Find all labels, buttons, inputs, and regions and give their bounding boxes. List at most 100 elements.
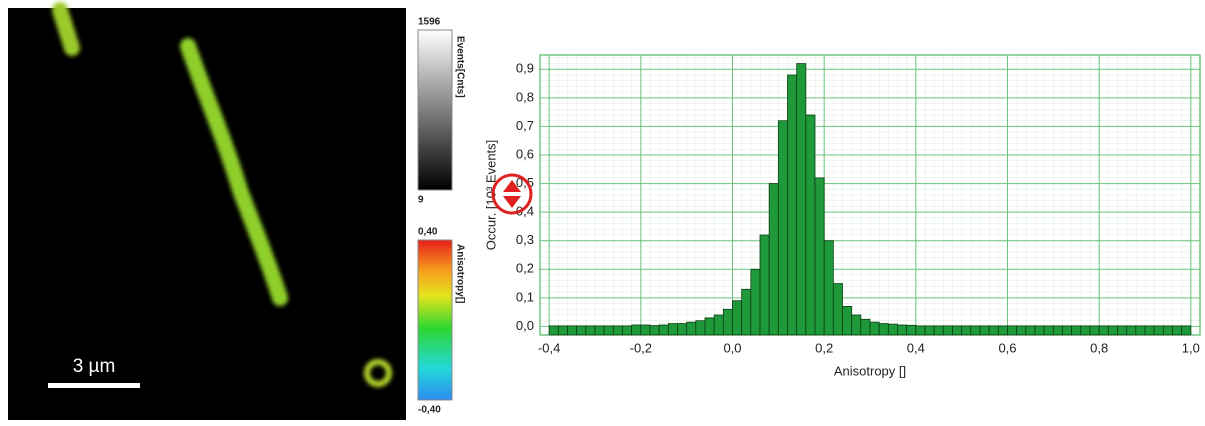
- marker-icon: [491, 173, 533, 215]
- colorbar-title: Events[Cnts]: [454, 36, 465, 98]
- x-tick-label: -0,4: [538, 340, 560, 355]
- bar: [1062, 325, 1073, 336]
- bar: [787, 74, 798, 336]
- colorbar-min: 9: [418, 195, 424, 206]
- bar: [548, 325, 559, 336]
- bar: [1181, 325, 1192, 336]
- cells: [52, 2, 392, 387]
- bar: [768, 183, 779, 336]
- bar: [924, 325, 935, 336]
- bar: [961, 325, 972, 336]
- x-axis-label: Anisotropy []: [834, 363, 906, 378]
- bar: [988, 325, 999, 336]
- bar: [869, 321, 880, 336]
- bar: [1025, 325, 1036, 336]
- x-tick-label: -0,2: [630, 340, 652, 355]
- bar: [915, 325, 926, 336]
- x-tick-label: 0,6: [998, 340, 1016, 355]
- bar: [1089, 325, 1100, 336]
- bar: [1172, 325, 1183, 336]
- bar: [851, 314, 862, 336]
- bar: [832, 283, 843, 336]
- y-tick-label: 0,6: [516, 146, 534, 161]
- bar: [997, 325, 1008, 336]
- bar: [1117, 325, 1128, 336]
- bar: [979, 325, 990, 336]
- colorbar: [417, 29, 453, 191]
- bar: [878, 323, 889, 336]
- bar: [594, 325, 605, 336]
- bar: [1107, 325, 1118, 336]
- bar: [1016, 325, 1027, 336]
- x-tick-label: 0,8: [1090, 340, 1108, 355]
- bar: [750, 268, 761, 336]
- bar: [805, 114, 816, 336]
- colorbar-title: Anisotropy[]: [454, 244, 465, 303]
- bar: [640, 324, 651, 336]
- y-tick-label: 0,8: [516, 89, 534, 104]
- bar: [759, 234, 770, 336]
- bar: [942, 325, 953, 336]
- micrograph: [8, 8, 406, 420]
- bar: [1043, 325, 1054, 336]
- bar: [695, 320, 706, 336]
- bar: [557, 325, 568, 336]
- bar: [970, 325, 981, 336]
- bar: [667, 323, 678, 336]
- bar: [952, 325, 963, 336]
- bar: [814, 177, 825, 336]
- bar: [823, 240, 834, 336]
- colorbar-max: 0,40: [418, 227, 438, 238]
- bar: [576, 325, 587, 336]
- bar: [658, 324, 669, 336]
- plot-area: [539, 54, 1201, 336]
- y-tick-label: 0,9: [516, 61, 534, 76]
- y-tick-label: 0,3: [516, 232, 534, 247]
- bar: [567, 325, 578, 336]
- plot: 0,00,10,20,30,40,50,60,70,80,9-0,4 -0,2 0,…: [516, 55, 1200, 355]
- colorbar-max: 1596: [418, 17, 441, 28]
- bar: [842, 306, 853, 336]
- bar: [631, 324, 642, 336]
- bar: [686, 321, 697, 336]
- y-tick-label: 0,7: [516, 118, 534, 133]
- bar: [1135, 325, 1146, 336]
- bar: [1052, 325, 1063, 336]
- bar: [796, 63, 807, 336]
- bar: [1162, 325, 1173, 336]
- bar: [1071, 325, 1082, 336]
- bar: [612, 325, 623, 336]
- colorbar-min: -0,40: [418, 405, 441, 416]
- bar: [906, 324, 917, 336]
- bar: [585, 325, 596, 336]
- bar: [887, 323, 898, 336]
- bar: [860, 318, 871, 336]
- bar: [722, 308, 733, 336]
- x-tick-label: 0,0: [723, 340, 741, 355]
- bar: [1080, 325, 1091, 336]
- bar: [933, 325, 944, 336]
- colorbar: [417, 239, 453, 401]
- y-tick-label: 0,2: [516, 261, 534, 276]
- bar: [713, 314, 724, 336]
- scale-bar-label: 3 µm: [73, 356, 116, 377]
- scale-bar: [48, 383, 140, 388]
- y-tick-label: 0,4: [516, 204, 534, 219]
- y-axis-label: Occur. [10³ Events]: [483, 140, 498, 251]
- bar: [1034, 325, 1045, 336]
- bar: [1007, 325, 1018, 336]
- y-tick-label: 0,1: [516, 289, 534, 304]
- bar: [622, 325, 633, 336]
- bar: [1144, 325, 1155, 336]
- bar: [732, 300, 743, 336]
- x-tick-label: 1,0: [1182, 340, 1200, 355]
- bar: [1098, 325, 1109, 336]
- bar: [741, 288, 752, 336]
- x-tick-label: 0,4: [907, 340, 925, 355]
- bar: [777, 120, 788, 336]
- y-tick-label: 0,0: [516, 318, 534, 333]
- bar: [1153, 325, 1164, 336]
- x-tick-label: 0,2: [815, 340, 833, 355]
